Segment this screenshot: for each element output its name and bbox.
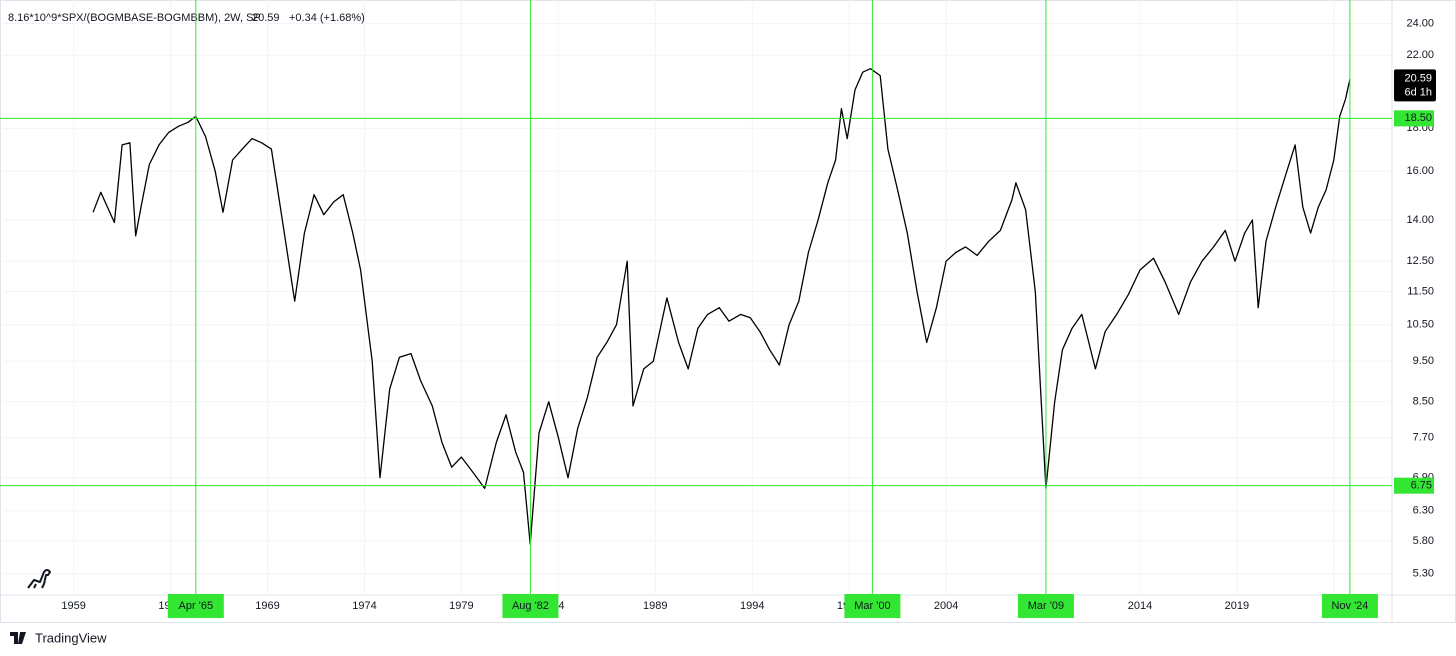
x-tick-label: 1994	[740, 600, 764, 612]
header-last: 20.59	[252, 12, 280, 24]
x-tick-label: 1969	[255, 600, 279, 612]
x-tick-label: 2019	[1225, 600, 1249, 612]
x-tick-label: 1989	[643, 600, 667, 612]
y-tick-label: 22.00	[1406, 49, 1434, 61]
date-label: Nov '24	[1331, 600, 1368, 612]
y-tick-label: 24.00	[1406, 17, 1434, 29]
last-price-bg	[1394, 69, 1436, 102]
y-tick-label: 5.30	[1413, 568, 1434, 580]
price-label-bg	[1394, 477, 1434, 494]
price-label: 18.50	[1404, 112, 1432, 124]
y-tick-label: 10.50	[1406, 319, 1434, 331]
plot	[92, 68, 1351, 545]
countdown: 6d 1h	[1404, 86, 1432, 98]
date-label: Mar '00	[854, 600, 890, 612]
price-label-bg	[1394, 110, 1434, 127]
x-tick-label: 2014	[1128, 600, 1152, 612]
brand-icon	[10, 632, 26, 644]
header-symbol: 8.16*10^9*SPX/(BOGMBASE-BOGMBBM), 2W, SP	[8, 12, 261, 24]
y-tick-label: 8.50	[1413, 396, 1434, 408]
header-change: +0.34 (+1.68%)	[289, 12, 365, 24]
logo-dino	[27, 569, 51, 589]
price-line	[92, 68, 1351, 545]
date-label-bg	[502, 594, 559, 618]
y-tick-label: 14.00	[1406, 214, 1434, 226]
date-label: Apr '65	[179, 600, 214, 612]
grid	[0, 0, 1392, 595]
y-tick-label: 12.50	[1406, 255, 1434, 267]
date-label: Aug '82	[512, 600, 549, 612]
y-tick-label: 5.80	[1413, 535, 1434, 547]
date-label-bg	[1017, 594, 1074, 618]
x-tick-label: 1959	[61, 600, 85, 612]
date-label: Mar '09	[1028, 600, 1064, 612]
date-label-bg	[1321, 594, 1378, 618]
brand-name: TradingView	[35, 630, 107, 645]
y-tick-label: 6.30	[1413, 505, 1434, 517]
brand-logo: TradingView	[10, 630, 107, 645]
y-tick-label: 9.50	[1413, 355, 1434, 367]
y-tick-label: 7.70	[1413, 432, 1434, 444]
x-tick-label: 1979	[449, 600, 473, 612]
x-tick-label: 1974	[352, 600, 376, 612]
date-label-bg	[167, 594, 224, 618]
y-tick-label: 16.00	[1406, 165, 1434, 177]
logo-dino-shape	[27, 569, 51, 589]
price-label: 6.75	[1411, 480, 1432, 492]
y-tick-label: 11.50	[1407, 285, 1434, 297]
last-price: 20.59	[1404, 72, 1432, 84]
date-label-bg	[844, 594, 901, 618]
x-tick-label: 2004	[934, 600, 958, 612]
